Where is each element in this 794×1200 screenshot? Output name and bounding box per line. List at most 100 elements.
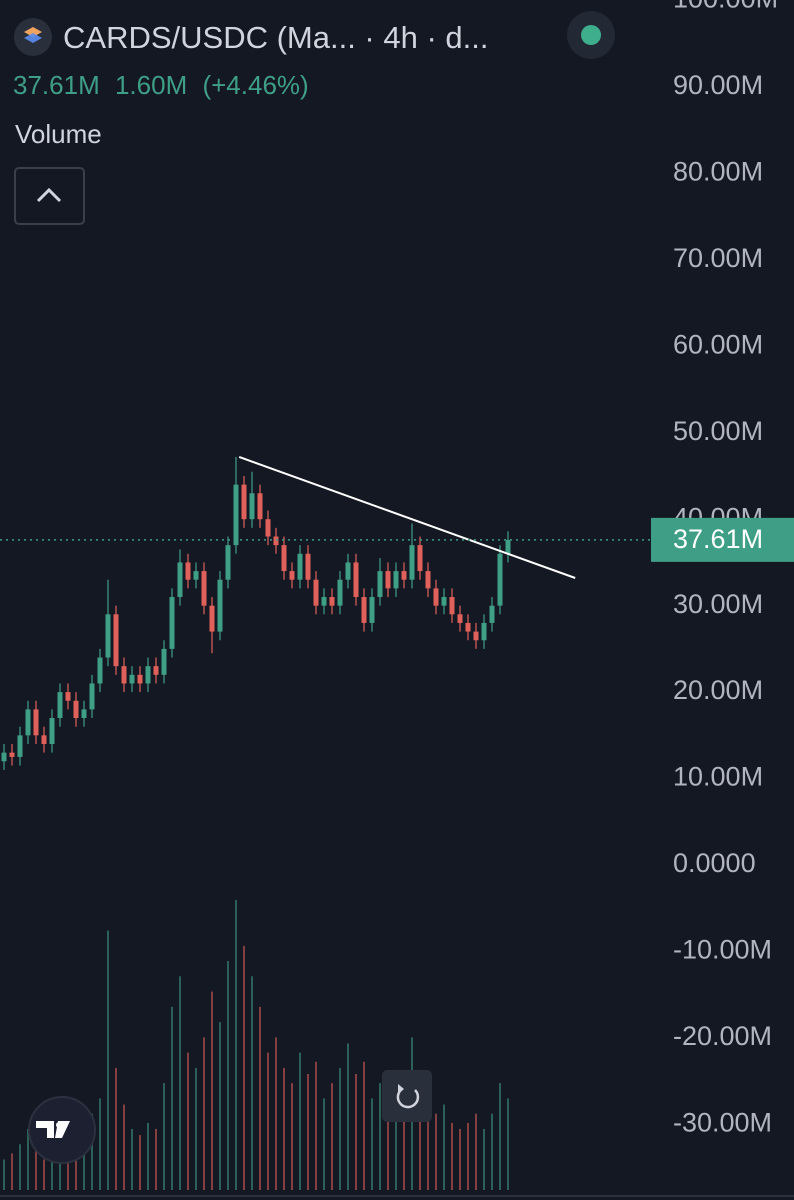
y-tick-label: 60.00M: [673, 329, 763, 359]
volume-bar: [491, 1113, 493, 1190]
candle-body: [73, 700, 79, 719]
candle-body: [441, 597, 447, 606]
candle-body: [449, 597, 455, 615]
y-tick-label: 0.0000: [673, 848, 756, 878]
volume-bar: [91, 1113, 93, 1190]
candle-body: [377, 571, 383, 598]
candle-body: [57, 692, 63, 719]
volume-bar: [307, 1074, 309, 1190]
volume-bar: [387, 1098, 389, 1190]
candle-body: [385, 571, 391, 589]
volume-bar: [195, 1067, 197, 1190]
y-tick-label: 90.00M: [673, 70, 763, 100]
candle-body: [313, 579, 319, 606]
volume-bar: [27, 1128, 29, 1190]
reset-arrow: [398, 1084, 404, 1094]
volume-bar: [347, 1043, 349, 1190]
volume-bar: [507, 1098, 509, 1190]
volume-layer: [3, 900, 509, 1190]
candle-body: [329, 597, 335, 606]
candle-body: [81, 709, 87, 719]
candle-body: [145, 666, 151, 684]
volume-bar: [291, 1083, 293, 1190]
volume-bar: [483, 1128, 485, 1190]
volume-bar: [395, 1104, 397, 1190]
volume-bar: [363, 1061, 365, 1190]
price-change: 1.60M: [115, 70, 187, 100]
candle-body: [497, 553, 503, 606]
candle-body: [265, 519, 271, 537]
candle-body: [401, 571, 407, 580]
candle-body: [457, 614, 463, 623]
volume-bar: [355, 1074, 357, 1190]
candle-body: [505, 539, 511, 554]
volume-bar: [75, 1147, 77, 1190]
y-axis: 100.00M90.00M80.00M70.00M60.00M50.00M40.…: [673, 0, 778, 1137]
candle-body: [337, 579, 343, 606]
candle-body: [185, 562, 191, 580]
candle-body: [473, 631, 479, 641]
candle-body: [33, 709, 39, 736]
candle-body: [241, 484, 247, 520]
volume-bar: [83, 1144, 85, 1190]
volume-bar: [3, 1159, 5, 1190]
candle-body: [369, 597, 375, 623]
volume-bar: [219, 1022, 221, 1190]
volume-bar: [107, 930, 109, 1190]
candle-body: [249, 493, 255, 520]
indicator-label[interactable]: Volume: [15, 119, 102, 149]
candle-body: [481, 622, 487, 641]
volume-bar: [139, 1135, 141, 1190]
volume-bar: [35, 1147, 37, 1190]
candle-body: [345, 562, 351, 580]
collapse-button[interactable]: [14, 167, 85, 225]
price-summary: 37.61M 1.60M (+4.46%): [13, 70, 309, 100]
candle-body: [25, 709, 31, 736]
volume-bar: [443, 1104, 445, 1190]
candles-layer: [1, 456, 511, 770]
candle-body: [113, 614, 119, 667]
reset-button[interactable]: [382, 1070, 432, 1122]
candle-body: [489, 605, 495, 623]
volume-bar: [211, 991, 213, 1190]
y-tick-label: 100.00M: [673, 0, 778, 14]
volume-bar: [339, 1067, 341, 1190]
volume-bar: [163, 1083, 165, 1190]
candle-body: [209, 605, 215, 632]
reset-icon: [396, 1087, 420, 1109]
candle-body: [105, 614, 111, 658]
candle-body: [281, 545, 287, 572]
candle-body: [177, 562, 183, 598]
candle-body: [361, 597, 367, 623]
volume-bar: [51, 1141, 53, 1190]
candle-body: [97, 657, 103, 684]
last-price: 37.61M: [13, 70, 100, 100]
candle-body: [1, 752, 7, 762]
candle-body: [433, 588, 439, 606]
volume-bar: [499, 1083, 501, 1190]
y-tick-label: -20.00M: [673, 1021, 772, 1051]
volume-bar: [203, 1037, 205, 1190]
y-tick-label: -10.00M: [673, 935, 772, 965]
volume-bar: [227, 961, 229, 1190]
candle-body: [137, 674, 143, 684]
volume-bar: [99, 1098, 101, 1190]
y-tick-label: -30.00M: [673, 1107, 772, 1137]
volume-bar: [331, 1083, 333, 1190]
candle-body: [161, 648, 167, 675]
volume-bar: [467, 1122, 469, 1190]
candle-body: [129, 674, 135, 684]
candle-body: [297, 553, 303, 580]
icon-shape: [24, 27, 42, 37]
logo-dot: [56, 1122, 62, 1128]
volume-bar: [379, 1083, 381, 1190]
candle-body: [233, 484, 239, 546]
volume-bar: [251, 976, 253, 1190]
price-label: 37.61M: [673, 524, 763, 554]
chart-title[interactable]: CARDS/USDC (Ma... · 4h · d...: [63, 20, 488, 55]
volume-bar: [171, 1006, 173, 1190]
trendline: [238, 456, 576, 579]
candle-body: [121, 666, 127, 684]
candle-body: [425, 571, 431, 589]
candle-body: [201, 571, 207, 606]
